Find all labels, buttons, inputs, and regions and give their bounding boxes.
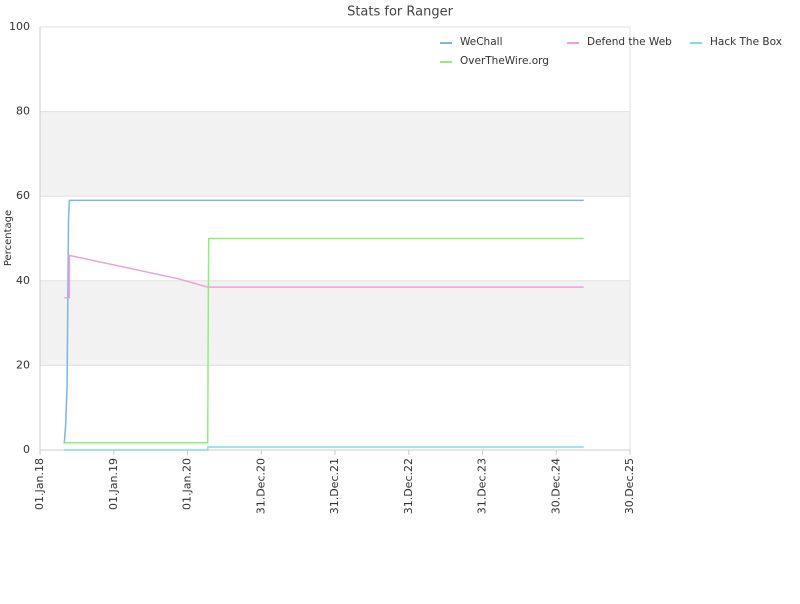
chart-title: Stats for Ranger (347, 5, 454, 20)
y-tick-label: 100 (9, 20, 30, 33)
y-tick-label: 20 (16, 358, 30, 371)
x-tick-label: 31.Dec.20 (254, 458, 267, 514)
plot-band (40, 280, 630, 366)
plot-band (40, 111, 630, 197)
x-tick-label: 01.Jan.19 (107, 458, 120, 510)
x-tick-label: 30.Dec.25 (623, 458, 636, 514)
y-tick-label: 0 (23, 443, 30, 456)
y-tick-label: 40 (16, 274, 30, 287)
legend-label: WeChall (460, 36, 502, 48)
y-tick-label: 80 (16, 105, 30, 118)
series-line (63, 199, 584, 444)
x-tick-label: 31.Dec.23 (476, 458, 489, 514)
x-tick-label: 31.Dec.21 (328, 458, 341, 514)
series-line (64, 254, 584, 299)
series-line (64, 446, 584, 451)
x-tick-label: 30.Dec.24 (549, 458, 562, 514)
x-tick-label: 01.Jan.20 (181, 458, 194, 510)
legend-label: OverTheWire.org (460, 55, 549, 67)
y-tick-label: 60 (16, 189, 30, 202)
legend-label: Hack The Box (710, 36, 782, 48)
x-tick-label: 01.Jan.18 (33, 458, 46, 510)
series-line (64, 237, 584, 444)
x-tick-label: 31.Dec.22 (402, 458, 415, 514)
y-axis-label: Percentage (3, 210, 14, 266)
legend-label: Defend the Web (587, 36, 672, 48)
